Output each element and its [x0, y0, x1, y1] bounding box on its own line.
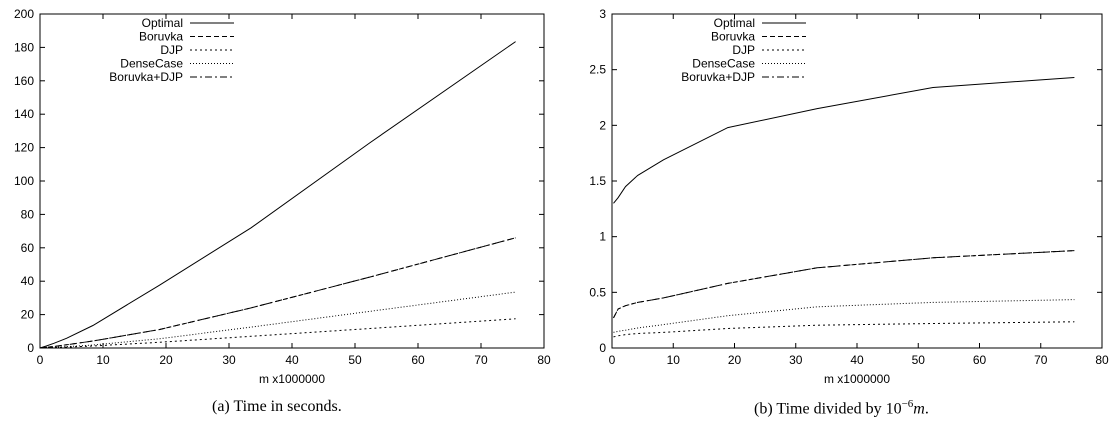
- series-line-djp: [613, 321, 1075, 338]
- legend-label: Boruvka: [711, 30, 755, 44]
- caption-b-exponent: −6: [901, 398, 914, 410]
- y-tick-label: 160: [14, 74, 34, 88]
- x-tick-label: 30: [222, 353, 236, 367]
- x-tick-label: 40: [850, 353, 864, 367]
- x-axis-label: m x1000000: [824, 372, 890, 386]
- series-line-djp: [39, 318, 516, 349]
- x-tick-label: 0: [37, 353, 44, 367]
- y-tick-label: 0: [27, 341, 34, 355]
- y-tick-label: 0: [599, 341, 606, 355]
- series-line-optimal: [39, 41, 516, 349]
- y-tick-label: 60: [21, 241, 35, 255]
- series-line-boruvka-djp: [613, 250, 1075, 319]
- x-tick-label: 80: [1095, 353, 1109, 367]
- legend-label: Optimal: [714, 16, 755, 30]
- x-tick-label: 10: [96, 353, 110, 367]
- y-tick-label: 40: [21, 274, 35, 288]
- plot-frame: [611, 13, 1103, 349]
- y-tick-label: 2.5: [589, 63, 606, 77]
- legend-label: DenseCase: [692, 57, 755, 71]
- caption-b-suffix: .: [924, 400, 929, 418]
- legend-label: Boruvka: [139, 30, 183, 44]
- x-tick-label: 50: [912, 353, 926, 367]
- x-tick-label: 10: [667, 353, 681, 367]
- legend-label: DJP: [160, 43, 183, 57]
- y-tick-label: 0.5: [589, 285, 606, 299]
- x-axis-label: m x1000000: [259, 372, 325, 386]
- caption-a: (a) Time in seconds.: [212, 398, 342, 415]
- plot-frame: [39, 13, 545, 349]
- x-tick-label: 60: [411, 353, 425, 367]
- series-line-boruvka-djp: [39, 237, 516, 349]
- x-tick-label: 40: [285, 353, 299, 367]
- caption-b-variable: m: [913, 400, 925, 418]
- legend-label: DJP: [732, 43, 755, 57]
- y-tick-label: 200: [14, 7, 34, 21]
- y-tick-label: 2: [599, 118, 606, 132]
- legend-label: Boruvka+DJP: [109, 70, 183, 84]
- y-tick-label: 80: [21, 207, 35, 221]
- x-tick-label: 70: [474, 353, 488, 367]
- x-tick-label: 20: [159, 353, 173, 367]
- series-line-boruvka: [39, 237, 516, 349]
- legend-label: Optimal: [142, 16, 183, 30]
- x-tick-label: 70: [1034, 353, 1048, 367]
- series-line-boruvka: [613, 250, 1075, 319]
- y-tick-label: 3: [599, 7, 606, 21]
- x-tick-label: 30: [789, 353, 803, 367]
- y-tick-label: 120: [14, 141, 34, 155]
- legend-label: DenseCase: [120, 57, 183, 71]
- y-tick-label: 1: [599, 230, 606, 244]
- y-tick-label: 1.5: [589, 174, 606, 188]
- x-tick-label: 60: [973, 353, 987, 367]
- y-tick-label: 100: [14, 174, 34, 188]
- series-line-optimal: [613, 77, 1075, 204]
- chart-b-time-normalized: 0 10 20 30 40 50 60 70 80 0 0.5 1 1.5 2 2.5 3 m x1000000…: [589, 7, 1109, 386]
- series-line-densecase: [613, 299, 1075, 333]
- caption-b: (b) Time divided by 10−6m.: [754, 398, 929, 418]
- x-tick-label: 0: [609, 353, 616, 367]
- x-tick-label: 20: [728, 353, 742, 367]
- x-tick-label: 50: [348, 353, 362, 367]
- legend-label: Boruvka+DJP: [681, 70, 755, 84]
- y-tick-label: 140: [14, 107, 34, 121]
- y-tick-label: 180: [14, 40, 34, 54]
- y-tick-label: 20: [21, 308, 35, 322]
- chart-a-time-in-seconds: 0 10 20 30 40 50 60 70 80 0 20 40 60 80 100 120 140 160 18…: [14, 7, 551, 386]
- caption-b-prefix: (b) Time divided by 10: [754, 400, 902, 418]
- x-tick-label: 80: [537, 353, 551, 367]
